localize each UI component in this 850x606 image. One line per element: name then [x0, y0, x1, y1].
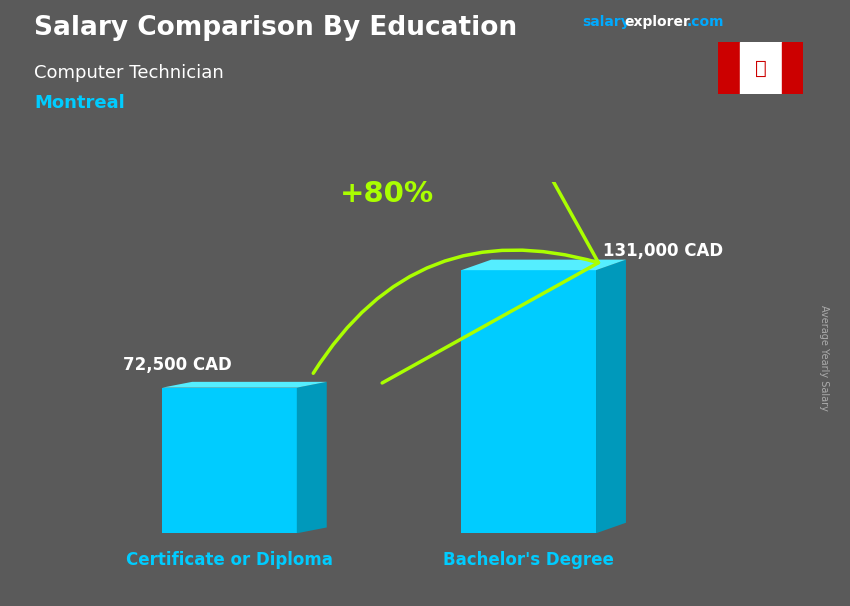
Text: Average Yearly Salary: Average Yearly Salary: [819, 305, 829, 410]
Text: Montreal: Montreal: [34, 94, 125, 112]
Text: .com: .com: [687, 15, 724, 29]
Text: Salary Comparison By Education: Salary Comparison By Education: [34, 15, 517, 41]
Text: 🍁: 🍁: [755, 59, 767, 78]
Polygon shape: [596, 259, 626, 533]
Polygon shape: [297, 382, 326, 533]
Text: 72,500 CAD: 72,500 CAD: [122, 356, 231, 374]
Text: salary: salary: [582, 15, 630, 29]
Bar: [740, 42, 782, 94]
Bar: [462, 270, 596, 533]
Text: explorer: explorer: [625, 15, 690, 29]
Polygon shape: [462, 259, 626, 270]
Text: 131,000 CAD: 131,000 CAD: [604, 242, 723, 260]
Text: Certificate or Diploma: Certificate or Diploma: [126, 551, 333, 570]
Bar: [718, 42, 740, 94]
Bar: [782, 42, 803, 94]
Polygon shape: [162, 382, 326, 388]
Text: Bachelor's Degree: Bachelor's Degree: [443, 551, 615, 570]
Text: +80%: +80%: [339, 180, 434, 208]
Text: Computer Technician: Computer Technician: [34, 64, 224, 82]
FancyArrowPatch shape: [314, 47, 598, 383]
Bar: [162, 388, 297, 533]
